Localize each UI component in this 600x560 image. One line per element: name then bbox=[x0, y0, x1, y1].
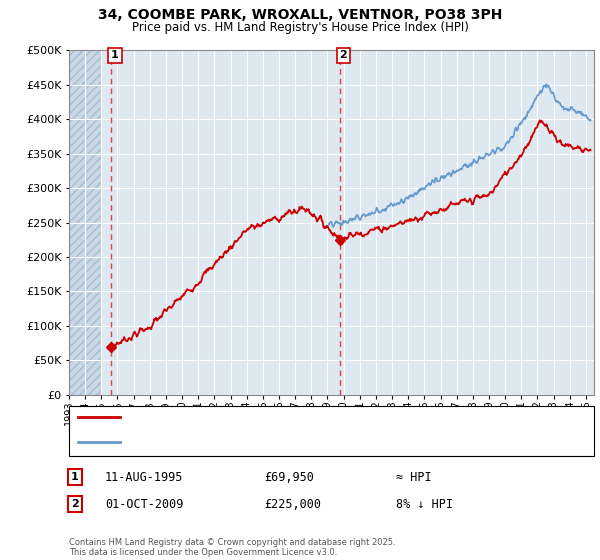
Text: 34, COOMBE PARK, WROXALL, VENTNOR, PO38 3PH: 34, COOMBE PARK, WROXALL, VENTNOR, PO38 … bbox=[98, 8, 502, 22]
Text: 1: 1 bbox=[111, 50, 119, 60]
Text: 2: 2 bbox=[340, 50, 347, 60]
Text: 8% ↓ HPI: 8% ↓ HPI bbox=[396, 497, 453, 511]
Text: £225,000: £225,000 bbox=[264, 497, 321, 511]
Text: 11-AUG-1995: 11-AUG-1995 bbox=[105, 470, 184, 484]
Text: £69,950: £69,950 bbox=[264, 470, 314, 484]
Text: Contains HM Land Registry data © Crown copyright and database right 2025.
This d: Contains HM Land Registry data © Crown c… bbox=[69, 538, 395, 557]
Text: 01-OCT-2009: 01-OCT-2009 bbox=[105, 497, 184, 511]
Text: ≈ HPI: ≈ HPI bbox=[396, 470, 431, 484]
Text: Price paid vs. HM Land Registry's House Price Index (HPI): Price paid vs. HM Land Registry's House … bbox=[131, 21, 469, 34]
Text: 2: 2 bbox=[71, 499, 79, 509]
Text: 1: 1 bbox=[71, 472, 79, 482]
Text: HPI: Average price, detached house, Isle of Wight: HPI: Average price, detached house, Isle… bbox=[126, 437, 384, 447]
Text: 34, COOMBE PARK, WROXALL, VENTNOR, PO38 3PH (detached house): 34, COOMBE PARK, WROXALL, VENTNOR, PO38 … bbox=[126, 412, 490, 422]
